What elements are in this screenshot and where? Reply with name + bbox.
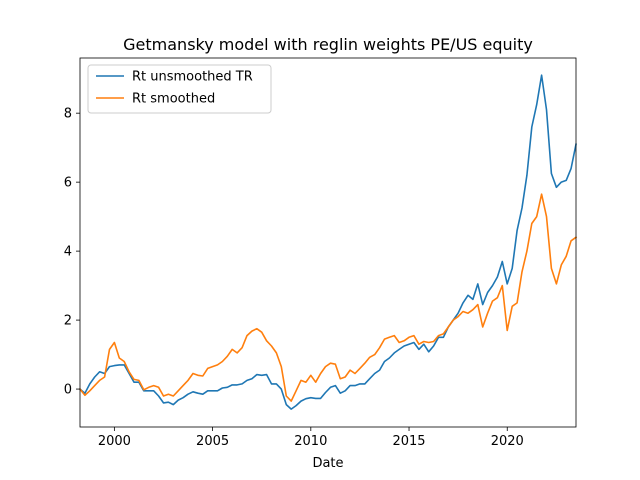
series-line-1 — [78, 74, 577, 410]
chart-title: Getmansky model with reglin weights PE/U… — [123, 35, 533, 54]
x-tick-label: 2000 — [98, 434, 131, 449]
series-line-2 — [78, 193, 578, 402]
y-tick-label: 4 — [64, 245, 72, 260]
x-tick-label: 2010 — [294, 434, 327, 449]
series-layer — [78, 74, 578, 410]
y-tick-label: 0 — [64, 383, 72, 398]
x-axis-title: Date — [312, 456, 343, 471]
plot-frame — [79, 57, 577, 428]
y-tick-label: 8 — [64, 107, 72, 122]
legend: Rt unsmoothed TR Rt smoothed — [87, 64, 272, 114]
x-tick-label: 2020 — [491, 434, 524, 449]
legend-label-2: Rt smoothed — [132, 92, 215, 107]
legend-label-1: Rt unsmoothed TR — [132, 70, 253, 85]
y-tick-label: 6 — [64, 176, 72, 191]
legend-frame — [87, 64, 272, 114]
y-tick-label: 2 — [64, 314, 72, 329]
x-tick-label: 2015 — [392, 434, 425, 449]
x-tick-label: 2005 — [196, 434, 229, 449]
axes-layer: 2000 2005 2010 2015 2020 0 2 4 6 8 — [64, 57, 577, 449]
